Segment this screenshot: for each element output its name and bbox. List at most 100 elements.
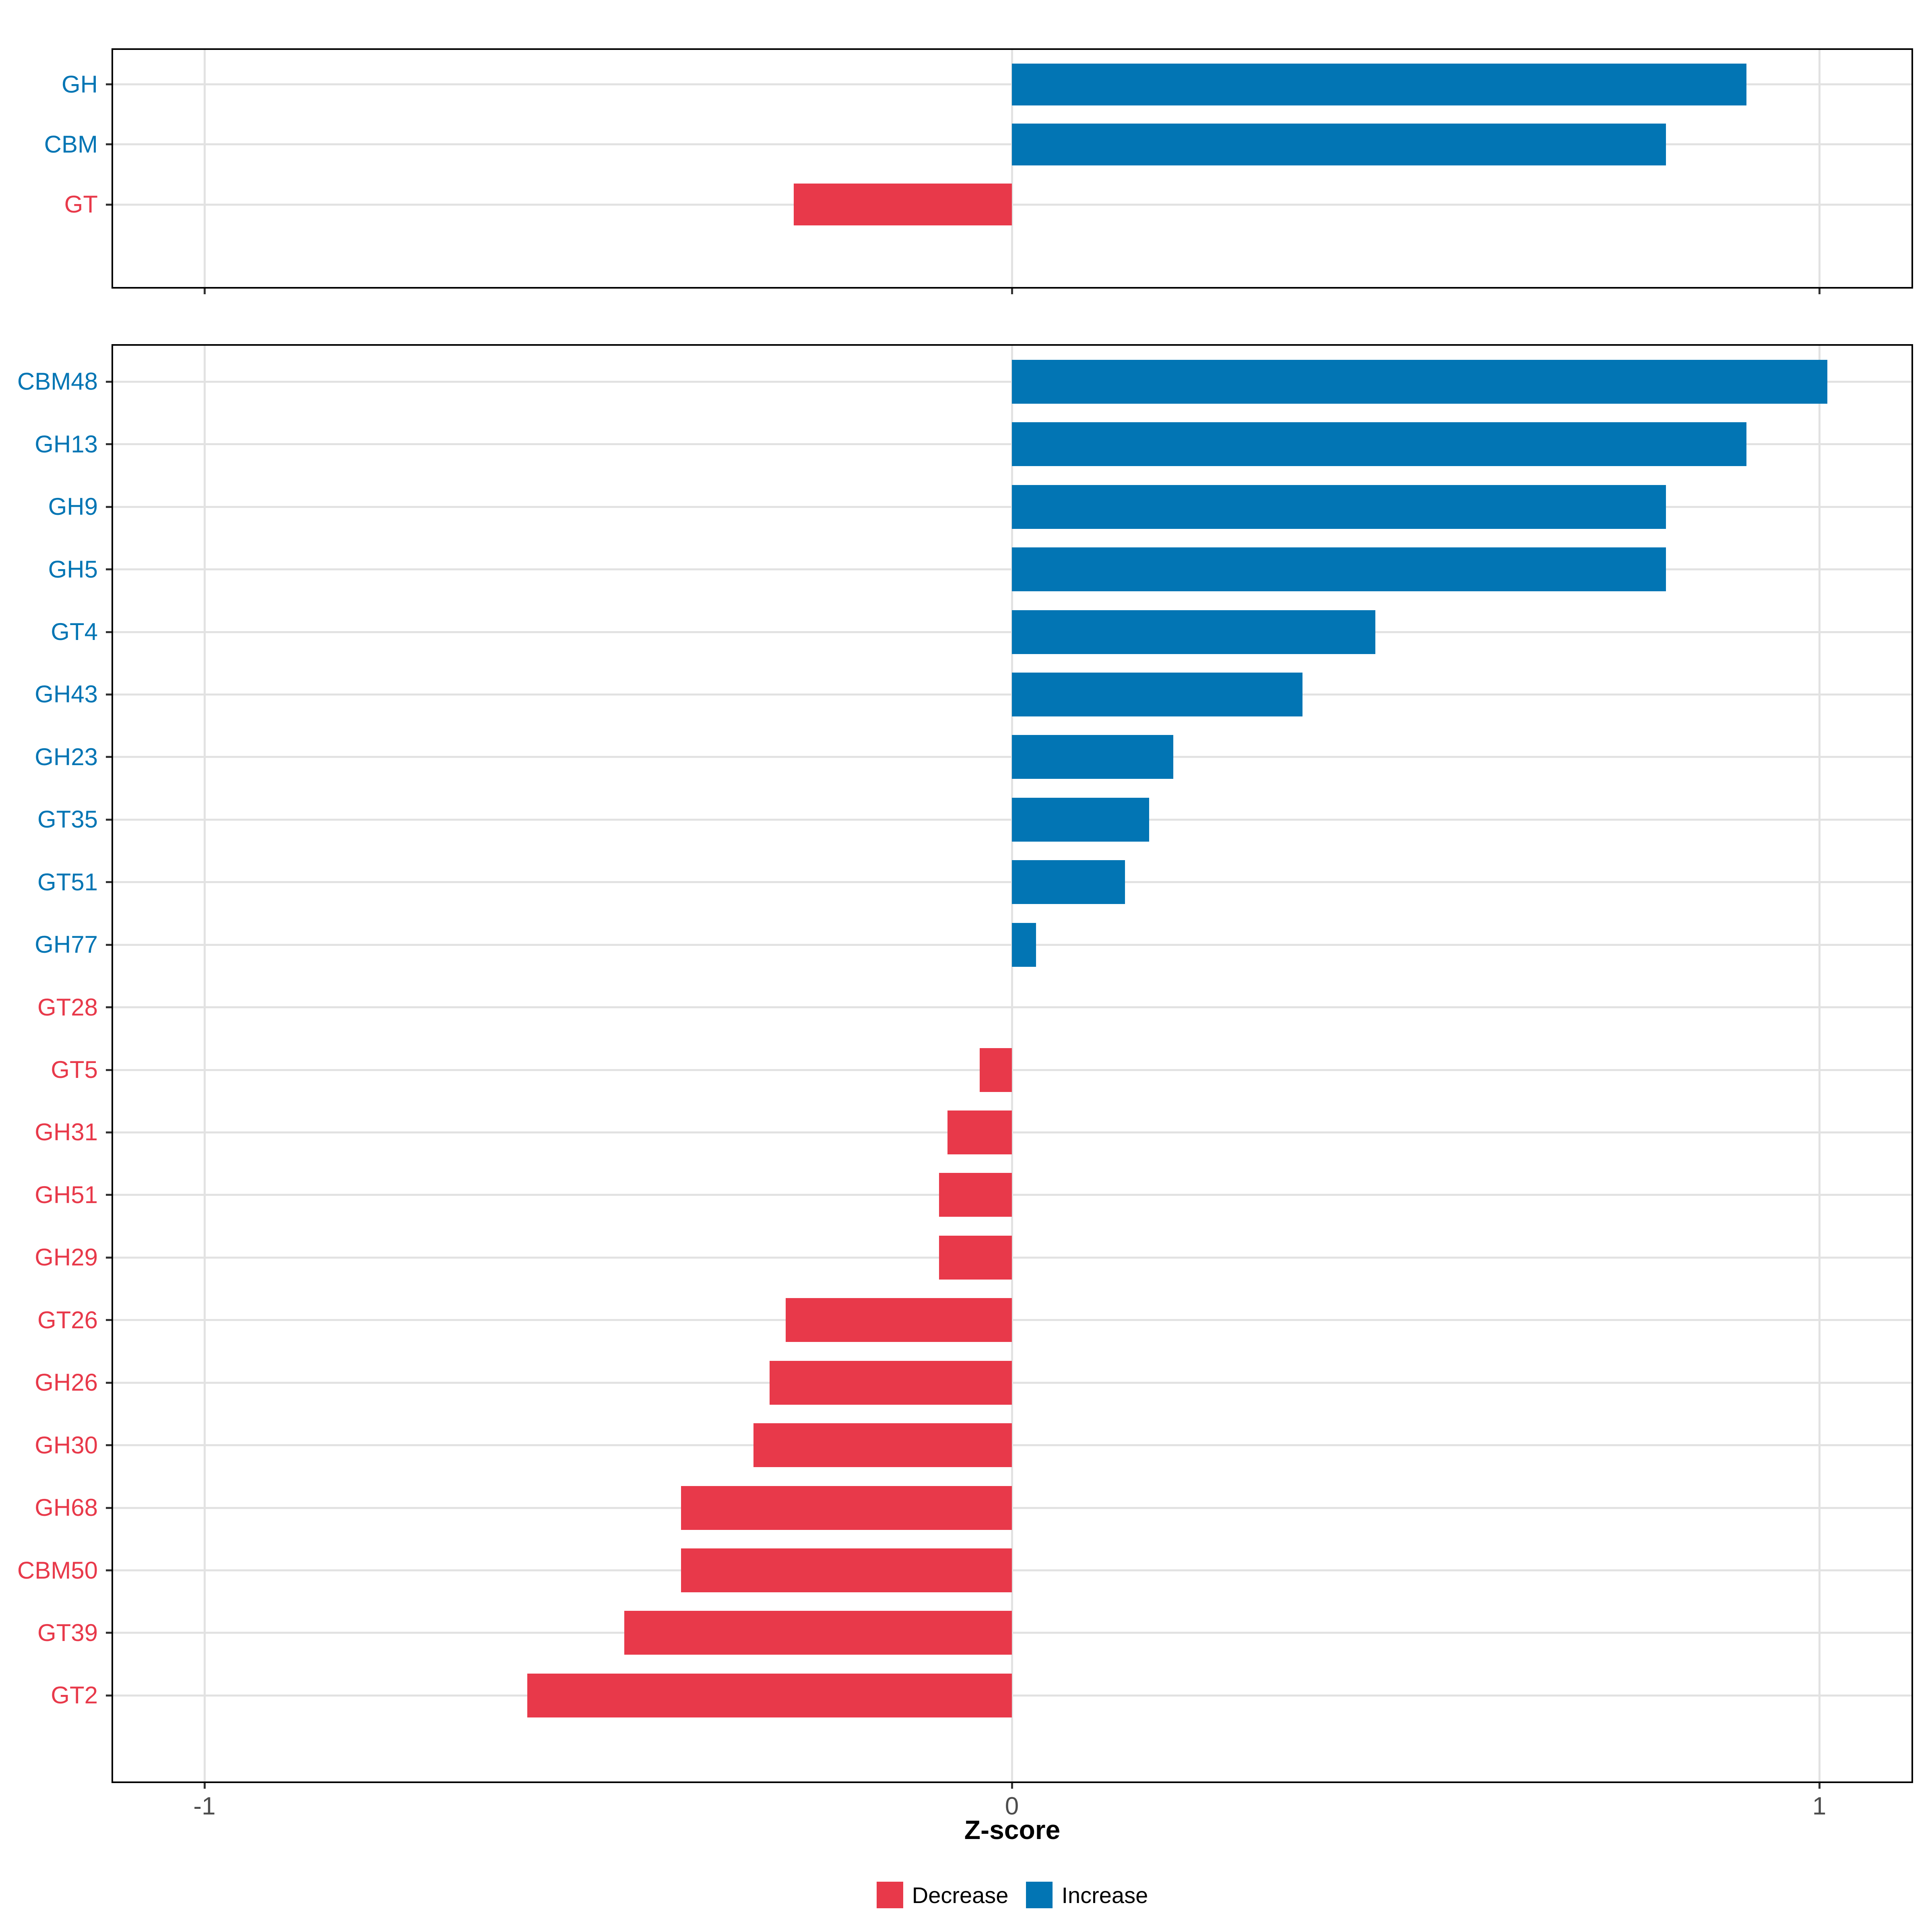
- ytick-label-GT39: GT39: [37, 1619, 98, 1646]
- y-gridline: [111, 1507, 1913, 1509]
- x-gridline: [203, 48, 206, 289]
- ytick-label-GH68: GH68: [35, 1494, 98, 1521]
- ytick-label-CBM48: CBM48: [17, 368, 98, 395]
- ytick-label-GH29: GH29: [35, 1244, 98, 1271]
- bar-GH26: [770, 1360, 1012, 1405]
- ytick-label-GH31: GH31: [35, 1119, 98, 1146]
- bar-GH: [1012, 63, 1747, 105]
- legend: Decrease Increase: [111, 1882, 1913, 1908]
- bar-GH23: [1012, 735, 1174, 779]
- y-axis-tick: [106, 1381, 111, 1384]
- bar-GH9: [1012, 485, 1666, 529]
- bar-GT5: [979, 1048, 1012, 1092]
- x-tick-label: -1: [193, 1792, 216, 1820]
- y-axis-tick: [106, 1507, 111, 1509]
- bar-GH51: [939, 1173, 1012, 1217]
- x-axis-tick: [1818, 1783, 1821, 1789]
- y-gridline: [111, 1444, 1913, 1447]
- decrease-swatch-icon: [876, 1882, 903, 1908]
- y-gridline: [111, 1069, 1913, 1071]
- ytick-label-GH9: GH9: [48, 493, 98, 520]
- ytick-label-GH26: GH26: [35, 1369, 98, 1396]
- bar-GH30: [753, 1423, 1012, 1468]
- x-axis-tick: [1818, 289, 1821, 294]
- y-axis-tick: [106, 506, 111, 508]
- bar-CBM50: [681, 1548, 1012, 1593]
- y-axis-tick: [106, 1006, 111, 1009]
- y-axis-tick: [106, 83, 111, 86]
- x-gridline: [1818, 48, 1821, 289]
- ytick-label-GH23: GH23: [35, 743, 98, 770]
- y-axis-tick: [106, 1194, 111, 1196]
- y-axis-tick: [106, 568, 111, 571]
- y-gridline: [111, 1632, 1913, 1634]
- ytick-label-CBM50: CBM50: [17, 1556, 98, 1584]
- ytick-label-CBM: CBM: [44, 130, 98, 158]
- bar-GH31: [947, 1110, 1012, 1154]
- top-panel-cazyme-classes: [111, 48, 1913, 289]
- ytick-label-GT51: GT51: [37, 868, 98, 896]
- bar-GT51: [1012, 860, 1125, 904]
- bar-GH77: [1012, 923, 1036, 967]
- y-gridline: [111, 1006, 1913, 1009]
- y-gridline: [111, 1194, 1913, 1196]
- x-gridline: [203, 344, 206, 1783]
- bottom-panel-cazyme-families: [111, 344, 1913, 1783]
- ytick-label-GT5: GT5: [51, 1056, 98, 1084]
- x-tick-label: 1: [1812, 1792, 1827, 1820]
- y-axis-tick: [106, 943, 111, 946]
- y-axis-tick: [106, 693, 111, 696]
- y-axis-tick: [106, 881, 111, 883]
- bar-GH29: [939, 1235, 1012, 1280]
- bar-GH5: [1012, 547, 1666, 592]
- y-axis-tick: [106, 1694, 111, 1697]
- y-gridline: [111, 1319, 1913, 1321]
- y-axis-tick: [106, 1632, 111, 1634]
- y-axis-tick: [106, 1069, 111, 1071]
- bar-GT2: [527, 1673, 1012, 1717]
- bar-CBM: [1012, 123, 1666, 165]
- legend-label-increase: Increase: [1061, 1882, 1148, 1908]
- y-axis-tick: [106, 203, 111, 206]
- x-gridline: [1011, 48, 1013, 289]
- y-axis-tick: [106, 143, 111, 146]
- ytick-label-GH5: GH5: [48, 555, 98, 583]
- y-axis-tick: [106, 818, 111, 821]
- ytick-label-GT28: GT28: [37, 993, 98, 1021]
- ytick-label-GH30: GH30: [35, 1431, 98, 1459]
- ytick-label-GH43: GH43: [35, 681, 98, 708]
- y-gridline: [111, 1694, 1913, 1697]
- ytick-label-GH77: GH77: [35, 931, 98, 958]
- ytick-label-GT: GT: [64, 191, 98, 218]
- y-axis-tick: [106, 1569, 111, 1572]
- increase-swatch-icon: [1026, 1882, 1053, 1908]
- ytick-label-GT2: GT2: [51, 1682, 98, 1709]
- y-gridline: [111, 1256, 1913, 1259]
- x-gridline: [1818, 344, 1821, 1783]
- x-tick-label: 0: [1005, 1792, 1019, 1820]
- y-axis-tick: [106, 1256, 111, 1259]
- bar-GH13: [1012, 422, 1747, 466]
- legend-label-decrease: Decrease: [912, 1882, 1009, 1908]
- bar-GT4: [1012, 610, 1375, 654]
- x-axis-tick: [203, 289, 206, 294]
- y-axis-tick: [106, 1319, 111, 1321]
- legend-entry-decrease: Decrease: [876, 1882, 1009, 1908]
- ytick-label-GT4: GT4: [51, 618, 98, 645]
- ytick-label-GH13: GH13: [35, 430, 98, 458]
- y-gridline: [111, 1131, 1913, 1133]
- ytick-label-GH: GH: [62, 70, 98, 98]
- y-axis-tick: [106, 443, 111, 446]
- x-axis-tick: [1011, 1783, 1013, 1789]
- y-axis-tick: [106, 1131, 111, 1133]
- y-gridline: [111, 1381, 1913, 1384]
- ytick-label-GT35: GT35: [37, 806, 98, 833]
- y-gridline: [111, 1569, 1913, 1572]
- x-axis-title: Z-score: [964, 1815, 1061, 1845]
- y-gridline: [111, 203, 1913, 206]
- ytick-label-GH51: GH51: [35, 1181, 98, 1208]
- bar-GT39: [624, 1611, 1012, 1655]
- y-axis-tick: [106, 631, 111, 633]
- y-axis-tick: [106, 380, 111, 383]
